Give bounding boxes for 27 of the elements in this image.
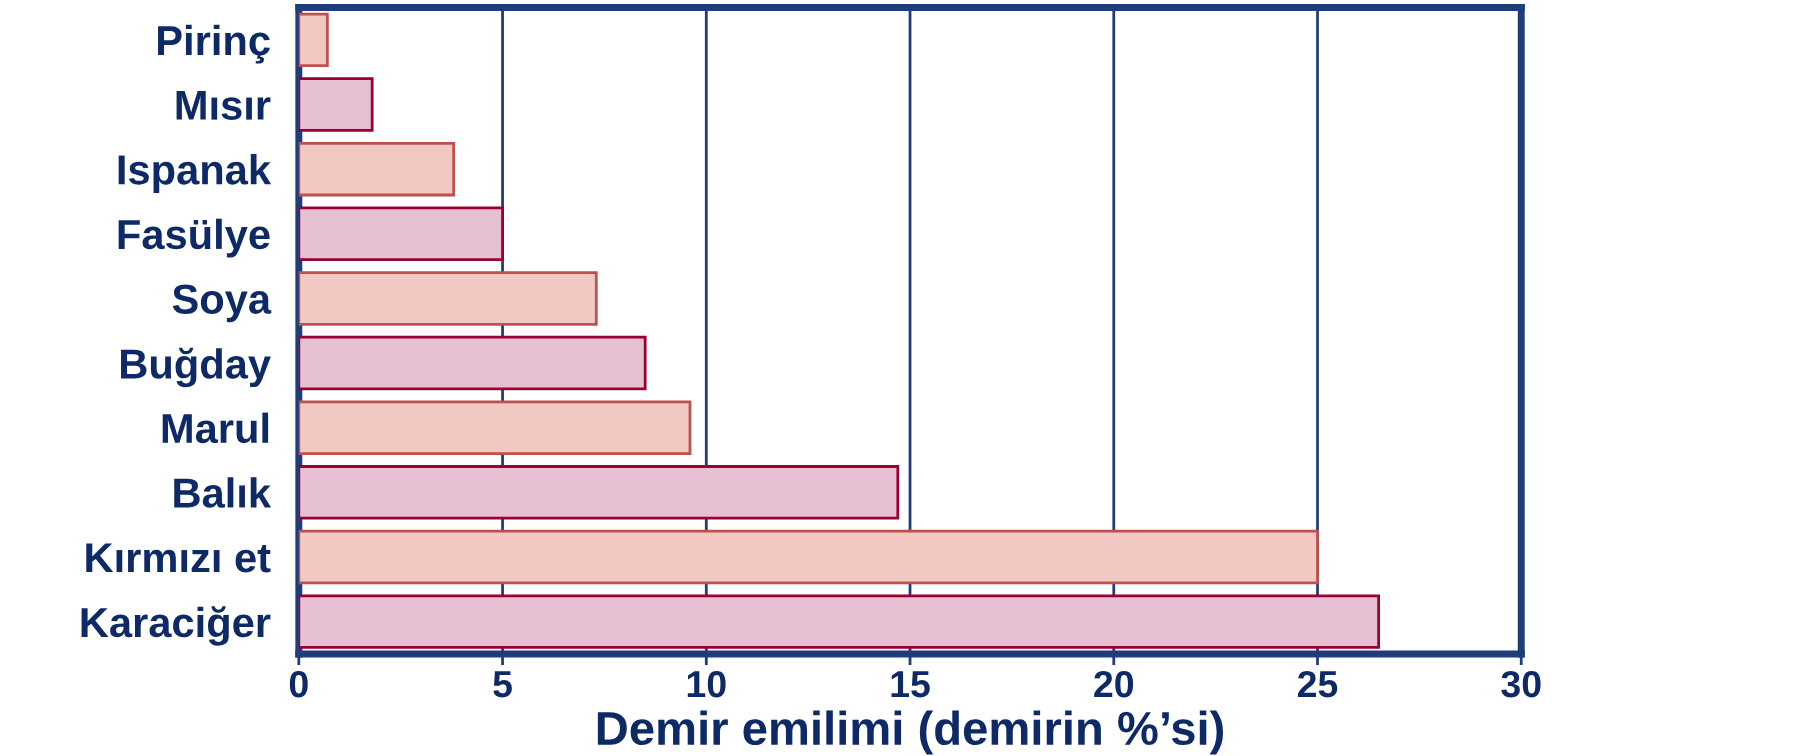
x-axis-title: Demir emilimi (demirin %’si): [597, 710, 1224, 755]
bar: [298, 465, 900, 520]
y-tick-label: Ispanak: [118, 154, 272, 193]
bar: [298, 271, 598, 326]
bar: [298, 529, 1319, 585]
y-tick-label: Mısır: [176, 90, 271, 121]
bar: [298, 77, 374, 132]
y-tick-label: Kırmızı et: [86, 543, 271, 573]
x-tick-label: 10: [687, 670, 726, 698]
y-tick-label: Soya: [172, 284, 272, 323]
x-tick-label: 30: [1501, 670, 1541, 698]
y-tick-label: Pirinç: [158, 24, 270, 64]
bar: [298, 400, 692, 455]
bar: [298, 206, 504, 262]
bar: [298, 12, 329, 68]
y-tick-label: Balık: [174, 477, 272, 508]
bar: [298, 335, 647, 391]
bar: [298, 141, 456, 197]
y-tick-label: Buğday: [121, 347, 271, 388]
x-tick-label: 0: [289, 670, 308, 698]
x-tick-label: 25: [1297, 670, 1338, 698]
x-tick-label: 5: [493, 671, 512, 698]
x-tick-label: 20: [1094, 670, 1134, 698]
y-tick-label: Fasülye: [118, 218, 270, 258]
y-tick-label: Marul: [162, 412, 269, 444]
x-tick-label: 15: [891, 671, 930, 698]
y-tick-label: Karaciğer: [81, 606, 271, 646]
